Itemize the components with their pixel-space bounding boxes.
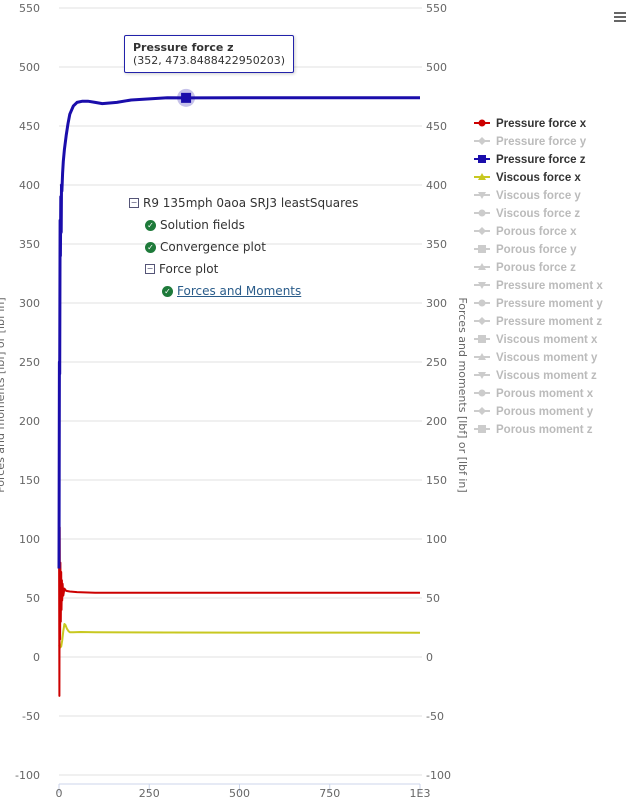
- tooltip-value: (352, 473.8488422950203): [133, 54, 286, 67]
- y-right-tick-label: 50: [426, 592, 440, 605]
- legend-marker: [478, 245, 486, 253]
- tree-item-label: Force plot: [159, 262, 219, 276]
- y-tick-label: 50: [26, 592, 40, 605]
- tooltip-series: Pressure force z: [133, 41, 234, 54]
- y-tick-label: 0: [33, 651, 40, 664]
- x-tick-label: 750: [319, 787, 340, 800]
- tree-root[interactable]: − R9 135mph 0aoa SRJ3 leastSquares: [129, 192, 358, 214]
- y-right-tick-label: 450: [426, 120, 447, 133]
- y-tick-label: 250: [19, 356, 40, 369]
- x-tick-label: 250: [139, 787, 160, 800]
- series-line-pressure-force-x: [58, 515, 420, 697]
- legend-marker: [478, 263, 486, 270]
- y-right-tick-label: 300: [426, 297, 447, 310]
- legend-marker: [478, 137, 486, 145]
- y-tick-label: 400: [19, 179, 40, 192]
- y-tick-label: 300: [19, 297, 40, 310]
- legend-marker: [478, 282, 486, 289]
- legend-marker: [478, 317, 486, 325]
- legend-item-porous-force-z[interactable]: Porous force z: [496, 262, 576, 274]
- collapse-icon[interactable]: −: [129, 198, 139, 208]
- legend-item-pressure-moment-z[interactable]: Pressure moment z: [496, 316, 602, 328]
- case-tree: − R9 135mph 0aoa SRJ3 leastSquares ✓ Solut…: [129, 192, 358, 302]
- y-tick-label: -50: [22, 710, 40, 723]
- legend-marker: [478, 372, 486, 379]
- legend-marker: [478, 299, 486, 307]
- y-tick-label: 100: [19, 533, 40, 546]
- legend-item-porous-force-x[interactable]: Porous force x: [496, 226, 577, 238]
- y-axis-title: Forces and moments [lbf] or [lbf in]: [0, 297, 7, 492]
- y-right-tick-label: 550: [426, 2, 447, 15]
- legend-item-porous-moment-y[interactable]: Porous moment y: [496, 406, 594, 418]
- legend-item-porous-moment-z[interactable]: Porous moment z: [496, 424, 593, 436]
- legend-marker: [478, 119, 486, 127]
- tree-item-convergence-plot[interactable]: ✓ Convergence plot: [145, 236, 358, 258]
- y-tick-label: 200: [19, 415, 40, 428]
- legend-item-porous-moment-x[interactable]: Porous moment x: [496, 388, 594, 400]
- legend-item-pressure-moment-x[interactable]: Pressure moment x: [496, 280, 603, 292]
- y-tick-label: 500: [19, 61, 40, 74]
- y-tick-label: -100: [15, 769, 40, 782]
- legend-item-pressure-force-x[interactable]: Pressure force x: [496, 118, 587, 130]
- series-line-viscous-force-x: [58, 623, 421, 649]
- legend-item-viscous-force-y[interactable]: Viscous force y: [496, 190, 581, 202]
- y-right-tick-label: -50: [426, 710, 444, 723]
- check-icon: ✓: [145, 219, 156, 231]
- legend-item-viscous-force-z[interactable]: Viscous force z: [496, 208, 580, 220]
- legend-marker: [478, 425, 486, 433]
- legend-item-viscous-moment-z[interactable]: Viscous moment z: [496, 370, 597, 382]
- y-right-tick-label: 0: [426, 651, 433, 664]
- y-tick-label: 150: [19, 474, 40, 487]
- x-tick-label: 0: [56, 787, 63, 800]
- tree-root-label: R9 135mph 0aoa SRJ3 leastSquares: [143, 196, 359, 210]
- y-tick-label: 550: [19, 2, 40, 15]
- tree-item-solution-fields[interactable]: ✓ Solution fields: [145, 214, 358, 236]
- x-tick-label: 1E3: [410, 787, 431, 800]
- legend-item-pressure-force-z[interactable]: Pressure force z: [496, 154, 586, 166]
- tree-item-forces-moments[interactable]: ✓ Forces and Moments: [162, 280, 358, 302]
- check-icon: ✓: [162, 285, 173, 297]
- legend-item-porous-force-y[interactable]: Porous force y: [496, 244, 577, 256]
- y-axis-right-title: Forces and moments [lbf] or [lbf in]: [456, 297, 469, 492]
- forces-moments-link[interactable]: Forces and Moments: [177, 284, 302, 298]
- legend-item-pressure-moment-y[interactable]: Pressure moment y: [496, 298, 603, 310]
- tree-item-force-plot[interactable]: − Force plot: [145, 258, 358, 280]
- legend-item-viscous-force-x[interactable]: Viscous force x: [496, 172, 581, 184]
- legend-item-pressure-force-y[interactable]: Pressure force y: [496, 136, 587, 148]
- legend-marker: [478, 389, 486, 397]
- x-tick-label: 500: [229, 787, 250, 800]
- y-right-tick-label: 250: [426, 356, 447, 369]
- tree-item-label: Solution fields: [160, 218, 245, 232]
- collapse-icon[interactable]: −: [145, 264, 155, 274]
- y-right-tick-label: -100: [426, 769, 451, 782]
- hover-point: [181, 92, 192, 103]
- y-right-tick-label: 400: [426, 179, 447, 192]
- legend-marker: [478, 209, 486, 217]
- legend-marker: [478, 173, 486, 180]
- legend-item-viscous-moment-x[interactable]: Viscous moment x: [496, 334, 598, 346]
- y-right-tick-label: 150: [426, 474, 447, 487]
- y-right-tick-label: 500: [426, 61, 447, 74]
- series-line-pressure-force-z: [57, 96, 420, 569]
- legend-marker: [478, 227, 486, 235]
- chart-menu-button[interactable]: [614, 10, 626, 24]
- check-icon: ✓: [145, 241, 156, 253]
- legend-marker: [478, 192, 486, 199]
- y-tick-label: 350: [19, 238, 40, 251]
- legend-marker: [478, 353, 486, 360]
- tree-item-label: Convergence plot: [160, 240, 266, 254]
- legend-marker: [478, 155, 486, 163]
- legend-marker: [478, 335, 486, 343]
- y-right-tick-label: 200: [426, 415, 447, 428]
- tooltip: Pressure force z (352, 473.8488422950203…: [124, 35, 295, 73]
- legend-marker: [478, 407, 486, 415]
- y-tick-label: 450: [19, 120, 40, 133]
- y-right-tick-label: 350: [426, 238, 447, 251]
- legend-item-viscous-moment-y[interactable]: Viscous moment y: [496, 352, 598, 364]
- y-right-tick-label: 100: [426, 533, 447, 546]
